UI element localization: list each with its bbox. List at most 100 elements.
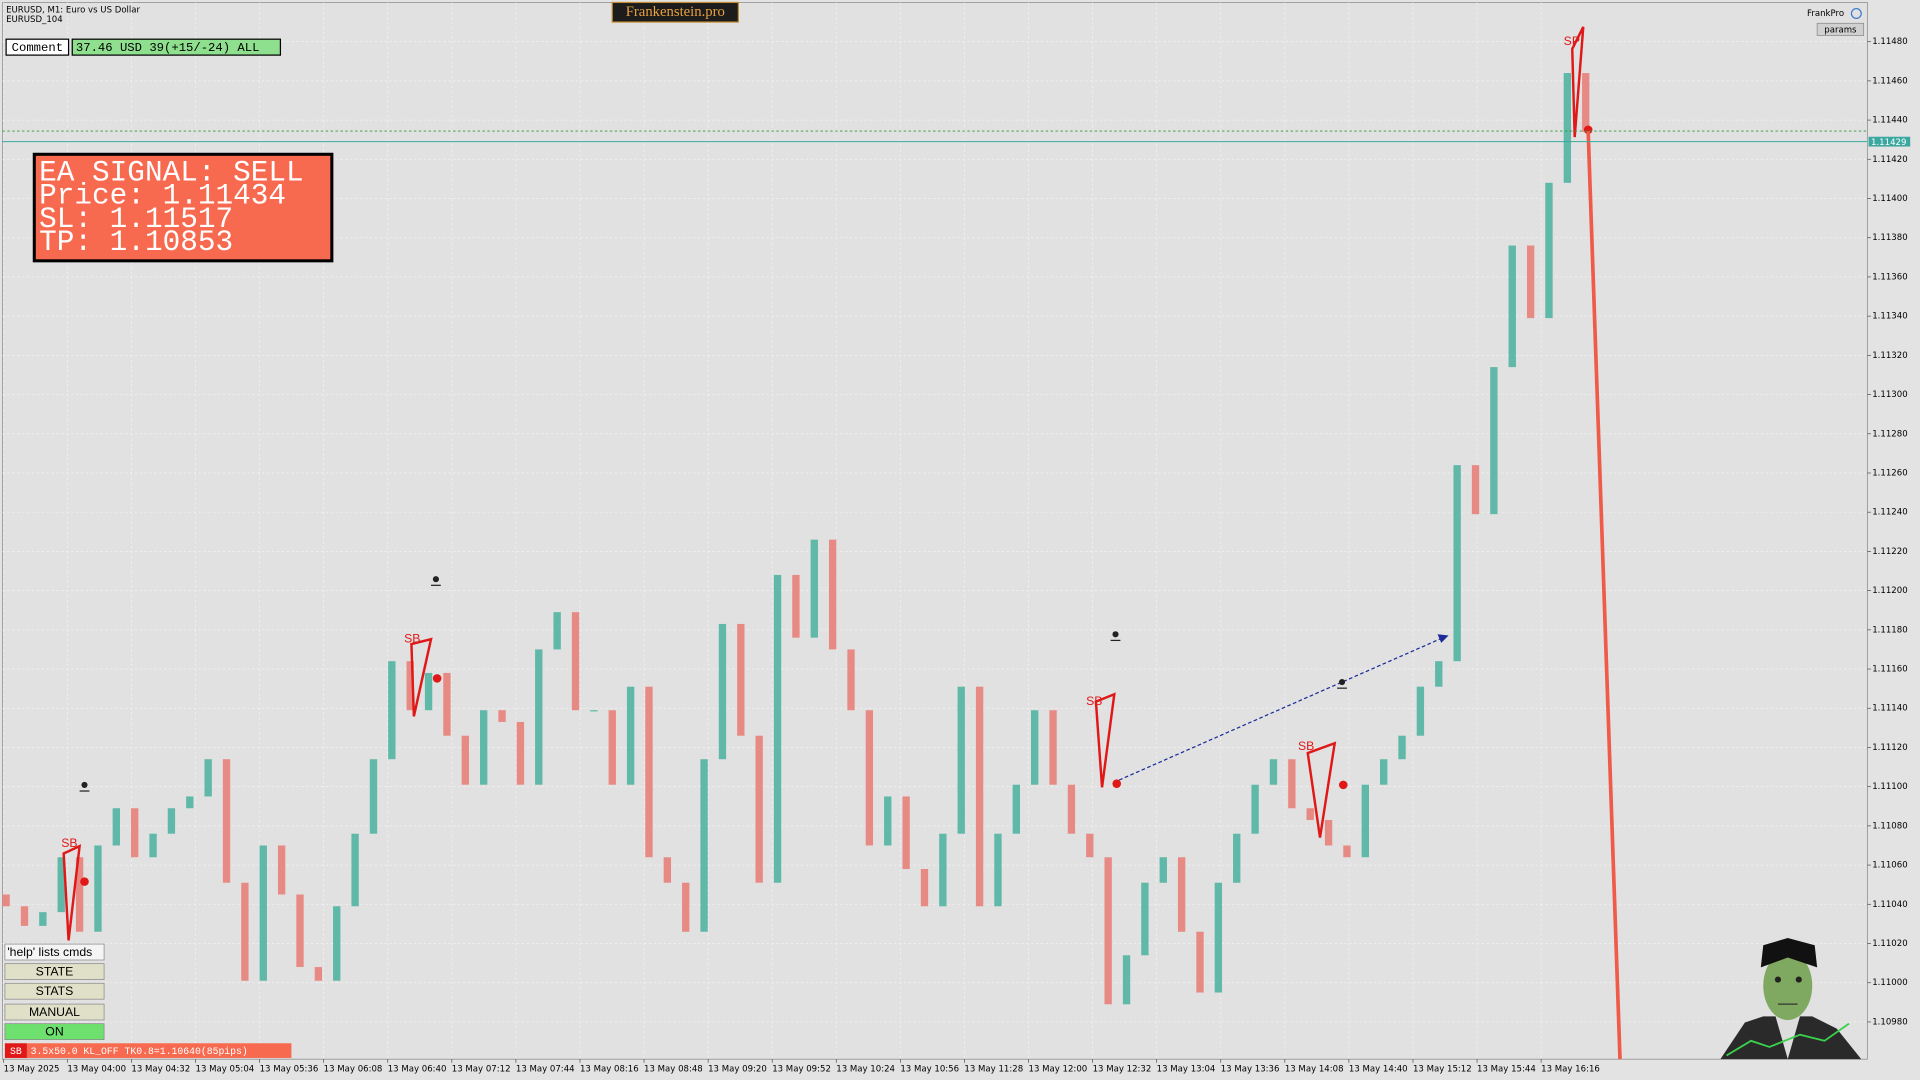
trade-triangle — [1306, 741, 1337, 838]
user-icon — [1850, 7, 1862, 19]
y-tick-label: 1.11480 — [1872, 37, 1907, 47]
candle — [1416, 686, 1425, 736]
y-tick-label: 1.11160 — [1872, 665, 1907, 675]
trade-label: SB — [1298, 739, 1314, 753]
x-tick-label: 13 May 05:04 — [196, 1064, 255, 1074]
candle — [865, 710, 874, 846]
candle — [608, 710, 616, 785]
exit-marks — [80, 125, 1593, 886]
trade-line — [1586, 130, 1622, 1060]
candle — [480, 710, 488, 785]
candle — [2, 894, 10, 907]
brand-box — [611, 1, 739, 23]
symbol-title: EURUSD, M1: Euro vs US Dollar — [6, 5, 140, 15]
command-button-label[interactable]: STATS — [36, 984, 74, 998]
y-tick-label: 1.11120 — [1872, 743, 1907, 753]
candle — [571, 612, 580, 711]
skull — [81, 781, 88, 788]
candle — [186, 796, 194, 809]
mascot-face — [1763, 951, 1813, 1020]
y-tick-label: 1.11240 — [1872, 508, 1907, 518]
trade-triangle — [1094, 692, 1116, 788]
candle — [39, 912, 47, 926]
signal-line: EA SIGNAL: SELL — [39, 156, 303, 189]
exit-dot — [432, 674, 442, 683]
x-tick-label: 13 May 15:44 — [1477, 1064, 1536, 1074]
command-button-label[interactable]: MANUAL — [29, 1005, 80, 1019]
instance-name: EURUSD_104 — [6, 15, 63, 25]
trade-label: SP — [1564, 34, 1580, 48]
candle — [1453, 465, 1461, 662]
command-button[interactable] — [4, 963, 105, 980]
candle — [1086, 833, 1094, 858]
y-tick-label: 1.11020 — [1872, 939, 1907, 949]
x-tick-label: 13 May 10:56 — [900, 1064, 959, 1074]
candle — [792, 574, 800, 638]
candle — [20, 906, 29, 926]
command-button-label[interactable]: ON — [45, 1024, 63, 1038]
candle — [975, 686, 984, 907]
candle — [1288, 759, 1296, 809]
y-tick-label: 1.11320 — [1872, 351, 1907, 361]
candle — [1049, 710, 1057, 785]
mascot-shirt — [1775, 1016, 1800, 1060]
signal-line: TP: 1.10853 — [39, 226, 233, 259]
candle — [1177, 857, 1186, 932]
command-button-label[interactable]: STATE — [36, 964, 74, 978]
command-button-label[interactable]: 'help' lists cmds — [7, 945, 92, 959]
x-tick-label: 13 May 05:36 — [260, 1064, 319, 1074]
candle — [149, 833, 157, 858]
trade-label: SB — [61, 836, 77, 850]
candle — [1343, 845, 1351, 858]
user-name: FrankPro — [1807, 9, 1844, 19]
candle — [939, 833, 947, 907]
candle — [1398, 735, 1406, 760]
candle — [1159, 857, 1167, 883]
candle — [498, 710, 506, 722]
mascot-chart — [1726, 1022, 1850, 1057]
x-tick-label: 13 May 10:24 — [836, 1064, 895, 1074]
command-button[interactable] — [4, 943, 105, 961]
params-label[interactable]: params — [1824, 26, 1857, 36]
x-tick-label: 13 May 08:16 — [580, 1064, 639, 1074]
candle — [828, 539, 837, 650]
current-price-box — [1868, 136, 1911, 147]
y-tick-label: 1.11060 — [1872, 861, 1907, 871]
candle — [1471, 465, 1480, 515]
trade-triangle — [1571, 26, 1585, 138]
trade-marks — [62, 26, 1585, 941]
candle — [626, 686, 635, 785]
command-button[interactable] — [4, 1023, 105, 1040]
y-tick-label: 1.11180 — [1872, 625, 1907, 635]
candle — [645, 686, 653, 858]
status-text: 3.5x50.0 KL_OFF TK0.8=1.10640(85pips) — [31, 1046, 248, 1057]
y-tick-label: 1.11220 — [1872, 547, 1907, 557]
candle — [204, 759, 212, 797]
candles — [2, 73, 1590, 1005]
trade-triangle — [410, 637, 433, 717]
candle — [424, 672, 433, 711]
x-tick-label: 13 May 12:32 — [1093, 1064, 1152, 1074]
comment-value-box — [71, 38, 282, 56]
candle — [553, 612, 561, 650]
candle — [57, 857, 65, 913]
command-buttons: 'help' lists cmds STATE STATS MANUAL ON — [4, 943, 105, 1040]
signal-line: Price: 1.11434 — [39, 180, 286, 213]
candle — [920, 869, 929, 907]
candle — [810, 539, 818, 638]
y-tick-label: 1.11360 — [1872, 272, 1907, 282]
candle — [1067, 784, 1076, 834]
candle — [167, 808, 176, 834]
candle — [1508, 245, 1516, 368]
candle — [1233, 833, 1241, 883]
candle — [443, 672, 451, 736]
candle — [718, 623, 727, 760]
params-button[interactable] — [1816, 22, 1865, 36]
command-button[interactable] — [4, 982, 105, 1000]
command-button[interactable] — [4, 1003, 105, 1021]
x-tick-label: 13 May 07:12 — [452, 1064, 511, 1074]
candle — [296, 894, 304, 968]
candle — [902, 796, 910, 870]
candle — [847, 649, 855, 711]
